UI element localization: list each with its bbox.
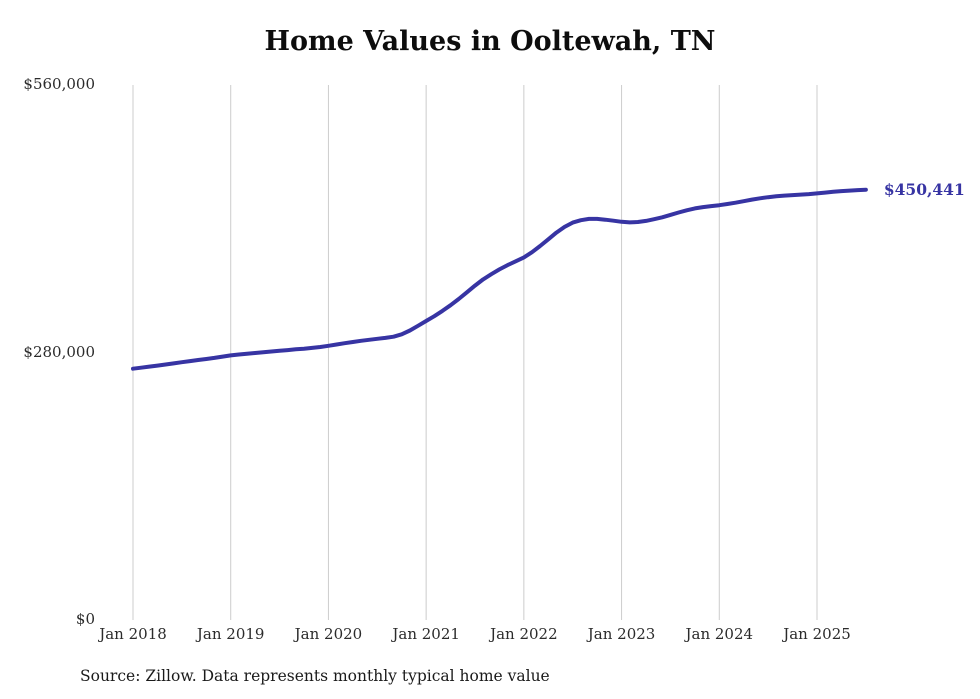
- home-value-line: [131, 187, 868, 371]
- x-axis-tick-label: Jan 2023: [587, 625, 656, 643]
- y-axis-tick-label: $280,000: [23, 342, 95, 361]
- y-axis-tick-label: $0: [75, 610, 95, 628]
- x-axis-tick-label: Jan 2020: [294, 625, 363, 643]
- x-axis-tick-label: Jan 2019: [196, 625, 265, 643]
- x-axis-tick-label: Jan 2018: [99, 625, 167, 643]
- latest-value-label: $450,441: [883, 179, 965, 199]
- chart-title: Home Values in Ooltewah, TN: [264, 26, 716, 57]
- source-note: Source: Zillow. Data represents monthly …: [80, 667, 550, 685]
- y-axis-tick-label: $560,000: [23, 75, 95, 93]
- x-axis-tick-label: Jan 2025: [783, 625, 851, 643]
- x-axis-tick-label: Jan 2024: [685, 625, 754, 643]
- x-axis-tick-label: Jan 2021: [392, 625, 460, 643]
- x-axis-tick-label: Jan 2022: [490, 625, 558, 643]
